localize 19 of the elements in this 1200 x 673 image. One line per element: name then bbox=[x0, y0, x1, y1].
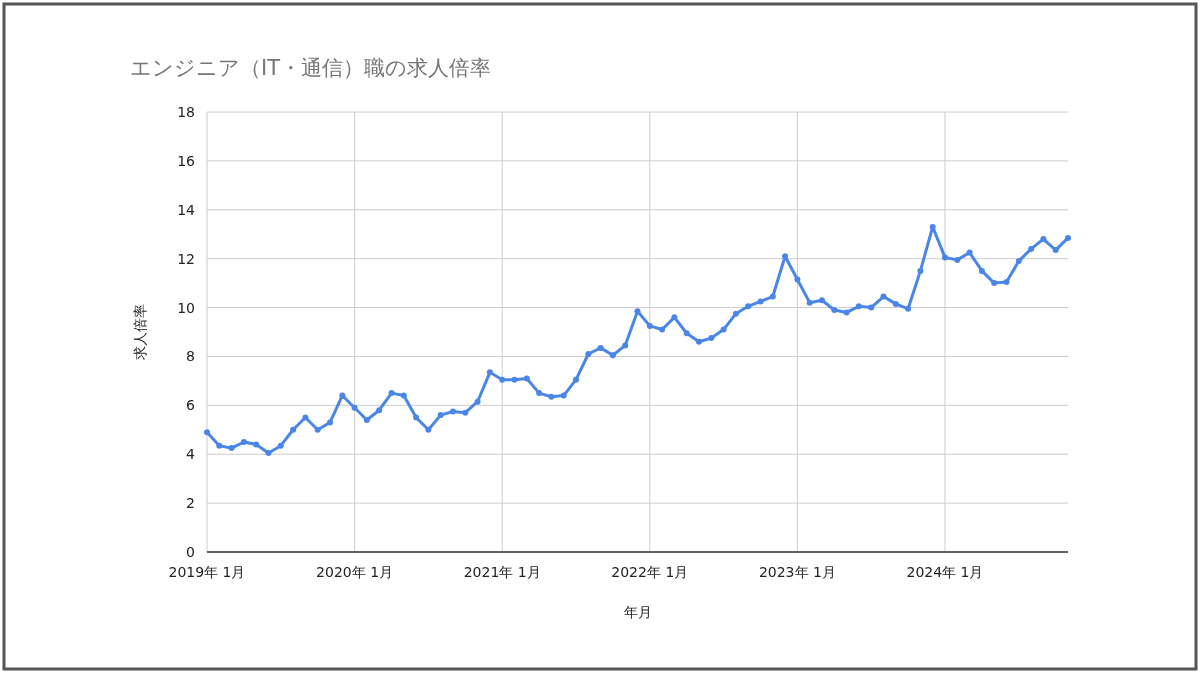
y-tick-label: 0 bbox=[186, 544, 195, 560]
chart-title: エンジニア（IT・通信）職の求人倍率 bbox=[130, 56, 492, 80]
y-tick-label: 18 bbox=[177, 104, 195, 120]
x-tick-label: 2023年 1月 bbox=[758, 564, 836, 580]
y-tick-label: 6 bbox=[186, 397, 196, 414]
x-tick-label: 2022年 1月 bbox=[611, 564, 689, 580]
x-tick-label: 2019年 1月 bbox=[168, 564, 246, 580]
y-tick-label: 14 bbox=[177, 201, 196, 218]
x-tick-label: 2024年 1月 bbox=[906, 564, 984, 580]
y-tick-label: 4 bbox=[186, 446, 196, 463]
x-axis-title: 年月 bbox=[623, 604, 652, 620]
y-tick-label: 2 bbox=[186, 495, 195, 512]
y-tick-label: 16 bbox=[177, 152, 196, 169]
y-tick-label: 12 bbox=[177, 250, 195, 267]
y-tick-label: 10 bbox=[177, 299, 195, 316]
x-tick-label: 2021年 1月 bbox=[463, 564, 541, 580]
y-axis-title: 求人倍率 bbox=[132, 304, 148, 360]
x-tick-label: 2020年 1月 bbox=[316, 564, 394, 580]
y-tick-label: 8 bbox=[186, 348, 195, 365]
